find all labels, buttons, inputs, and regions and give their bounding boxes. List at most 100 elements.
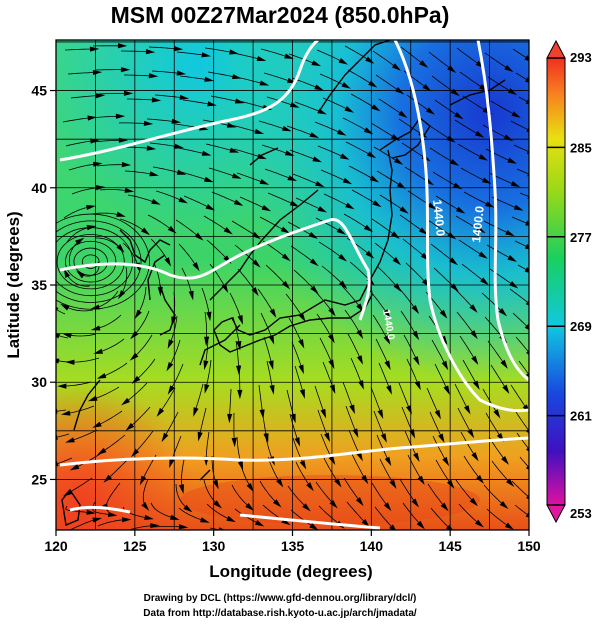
streamline-arrowhead <box>368 80 378 88</box>
streamline <box>239 196 267 210</box>
streamline <box>485 412 502 438</box>
streamline <box>70 357 100 363</box>
streamline-arrowhead <box>268 360 274 371</box>
colorbar-tick-label: 293 <box>570 50 592 65</box>
streamline-arrowhead <box>124 187 135 193</box>
streamline-arrowhead <box>416 520 425 530</box>
streamline-arrowhead <box>509 281 519 289</box>
streamline <box>178 507 205 522</box>
streamline-arrowhead <box>178 484 184 494</box>
streamline <box>260 48 289 58</box>
streamline <box>342 381 354 410</box>
streamline-arrowhead <box>352 428 359 438</box>
streamline <box>463 455 481 480</box>
streamline <box>402 238 426 258</box>
streamline-arrowhead <box>311 60 322 67</box>
height-contours <box>59 40 529 530</box>
cyclone-streamline <box>73 247 108 276</box>
streamline-arrowhead <box>56 358 60 364</box>
streamline <box>203 215 229 232</box>
streamline <box>429 147 455 164</box>
streamline <box>514 504 528 516</box>
streamline-arrowhead <box>259 178 270 185</box>
streamline-arrowhead <box>505 478 515 487</box>
streamline <box>183 195 211 209</box>
streamline <box>169 315 178 344</box>
streamline <box>264 168 293 180</box>
streamline-arrowhead <box>183 504 193 513</box>
streamline-arrowhead <box>493 409 501 419</box>
streamline <box>149 142 179 148</box>
streamline <box>118 122 148 125</box>
streamline-arrowhead <box>251 287 259 297</box>
streamline <box>238 100 267 109</box>
streamline <box>375 74 400 92</box>
streamline-arrowhead <box>463 405 471 415</box>
streamline <box>285 293 304 318</box>
streamline <box>127 98 156 101</box>
streamline-arrowhead <box>171 118 182 124</box>
streamline-arrowhead <box>446 479 455 489</box>
streamline-arrowhead <box>470 330 478 340</box>
streamline <box>515 72 528 81</box>
streamline <box>153 526 183 528</box>
streamline <box>64 48 94 51</box>
cyclone-streamline <box>56 213 150 310</box>
streamline-arrowhead <box>363 224 374 233</box>
streamline-arrowhead <box>226 515 236 523</box>
streamline <box>58 335 69 339</box>
streamline <box>133 310 150 336</box>
streamline-arrowhead <box>363 127 374 135</box>
streamline <box>379 458 395 485</box>
streamline-arrowhead <box>140 227 150 236</box>
streamline <box>457 407 472 434</box>
streamline <box>64 505 91 514</box>
streamline-arrowhead <box>328 455 336 466</box>
streamline <box>407 454 423 481</box>
streamline <box>435 195 461 212</box>
streamline-arrowhead <box>455 206 466 214</box>
streamline-arrowhead <box>502 384 510 394</box>
streamline <box>67 72 97 75</box>
streamline <box>133 334 153 358</box>
streamline-arrowhead <box>380 433 387 443</box>
streamline-arrowhead <box>418 227 428 235</box>
streamline <box>263 72 292 82</box>
streamline <box>151 70 181 74</box>
streamline-arrowhead <box>120 67 131 73</box>
streamline-arrowhead <box>474 519 484 528</box>
streamline <box>323 193 350 208</box>
streamline-arrowhead <box>289 102 300 108</box>
streamline-arrowhead <box>169 458 175 469</box>
streamline-arrowhead <box>63 268 71 278</box>
streamline-arrowhead <box>471 452 479 462</box>
streamline <box>168 339 181 367</box>
streamline-arrowhead <box>115 113 126 119</box>
streamline-arrowhead <box>298 339 305 349</box>
streamline <box>378 98 404 116</box>
streamline-arrowhead <box>200 517 210 523</box>
streamline-arrowhead <box>417 475 425 485</box>
streamline <box>342 117 369 132</box>
streamline <box>485 148 513 162</box>
streamline <box>238 364 241 394</box>
streamline-arrowhead <box>121 397 131 406</box>
y-axis-label: Latitude (degrees) <box>4 211 23 358</box>
streamline-arrowhead <box>176 70 187 76</box>
x-axis-ticks: 120 125 130 135 140 145 150 <box>44 530 541 554</box>
streamline <box>516 168 529 175</box>
streamline-arrowhead <box>213 500 222 509</box>
streamline <box>124 170 154 175</box>
streamline <box>432 171 458 188</box>
streamline <box>209 263 227 289</box>
streamline-arrowhead <box>478 154 489 161</box>
streamline-arrowhead <box>449 158 460 166</box>
streamline-arrowhead <box>317 108 327 115</box>
streamline <box>317 145 345 158</box>
streamline <box>377 266 399 289</box>
streamline-arrowhead <box>329 384 336 395</box>
streamline-arrowhead <box>454 111 464 120</box>
streamline-arrowhead <box>57 383 67 389</box>
streamline-arrowhead <box>197 431 203 442</box>
streamline <box>235 76 265 85</box>
